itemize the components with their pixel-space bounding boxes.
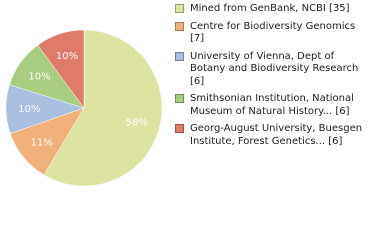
pie: 58% 11% 10% 10% 10% — [5, 29, 163, 187]
legend-swatch — [175, 124, 184, 133]
legend-label: Georg-August University, Buesgen Institu… — [190, 123, 363, 147]
legend: Mined from GenBank, NCBI [35] Centre for … — [175, 3, 370, 153]
slice-label: 10% — [28, 71, 50, 82]
slice-label: 10% — [56, 51, 78, 62]
legend-item: Centre for Biodiversity Genomics [7] — [175, 21, 370, 46]
pie-slice — [43, 29, 163, 187]
legend-label: Centre for Biodiversity Genomics [7] — [190, 20, 356, 45]
legend-swatch — [175, 21, 184, 31]
legend-swatch — [175, 94, 184, 103]
legend-label: Mined from GenBank, NCBI [35] — [190, 3, 350, 14]
slice-label: 10% — [18, 104, 40, 115]
legend-item: Georg-August University, Buesgen Institu… — [175, 123, 370, 148]
slice-label: 58% — [126, 118, 148, 129]
legend-item: Smithsonian Institution, National Museum… — [175, 93, 370, 118]
legend-label: University of Vienna, Dept of Botany and… — [190, 50, 359, 87]
pie-slice — [37, 29, 85, 109]
slice-label: 11% — [31, 137, 53, 148]
legend-item: University of Vienna, Dept of Botany and… — [175, 51, 370, 89]
legend-item: Mined from GenBank, NCBI [35] — [175, 3, 370, 16]
legend-swatch — [175, 51, 184, 61]
legend-swatch — [175, 4, 184, 13]
legend-label: Smithsonian Institution, National Museum… — [190, 93, 354, 117]
